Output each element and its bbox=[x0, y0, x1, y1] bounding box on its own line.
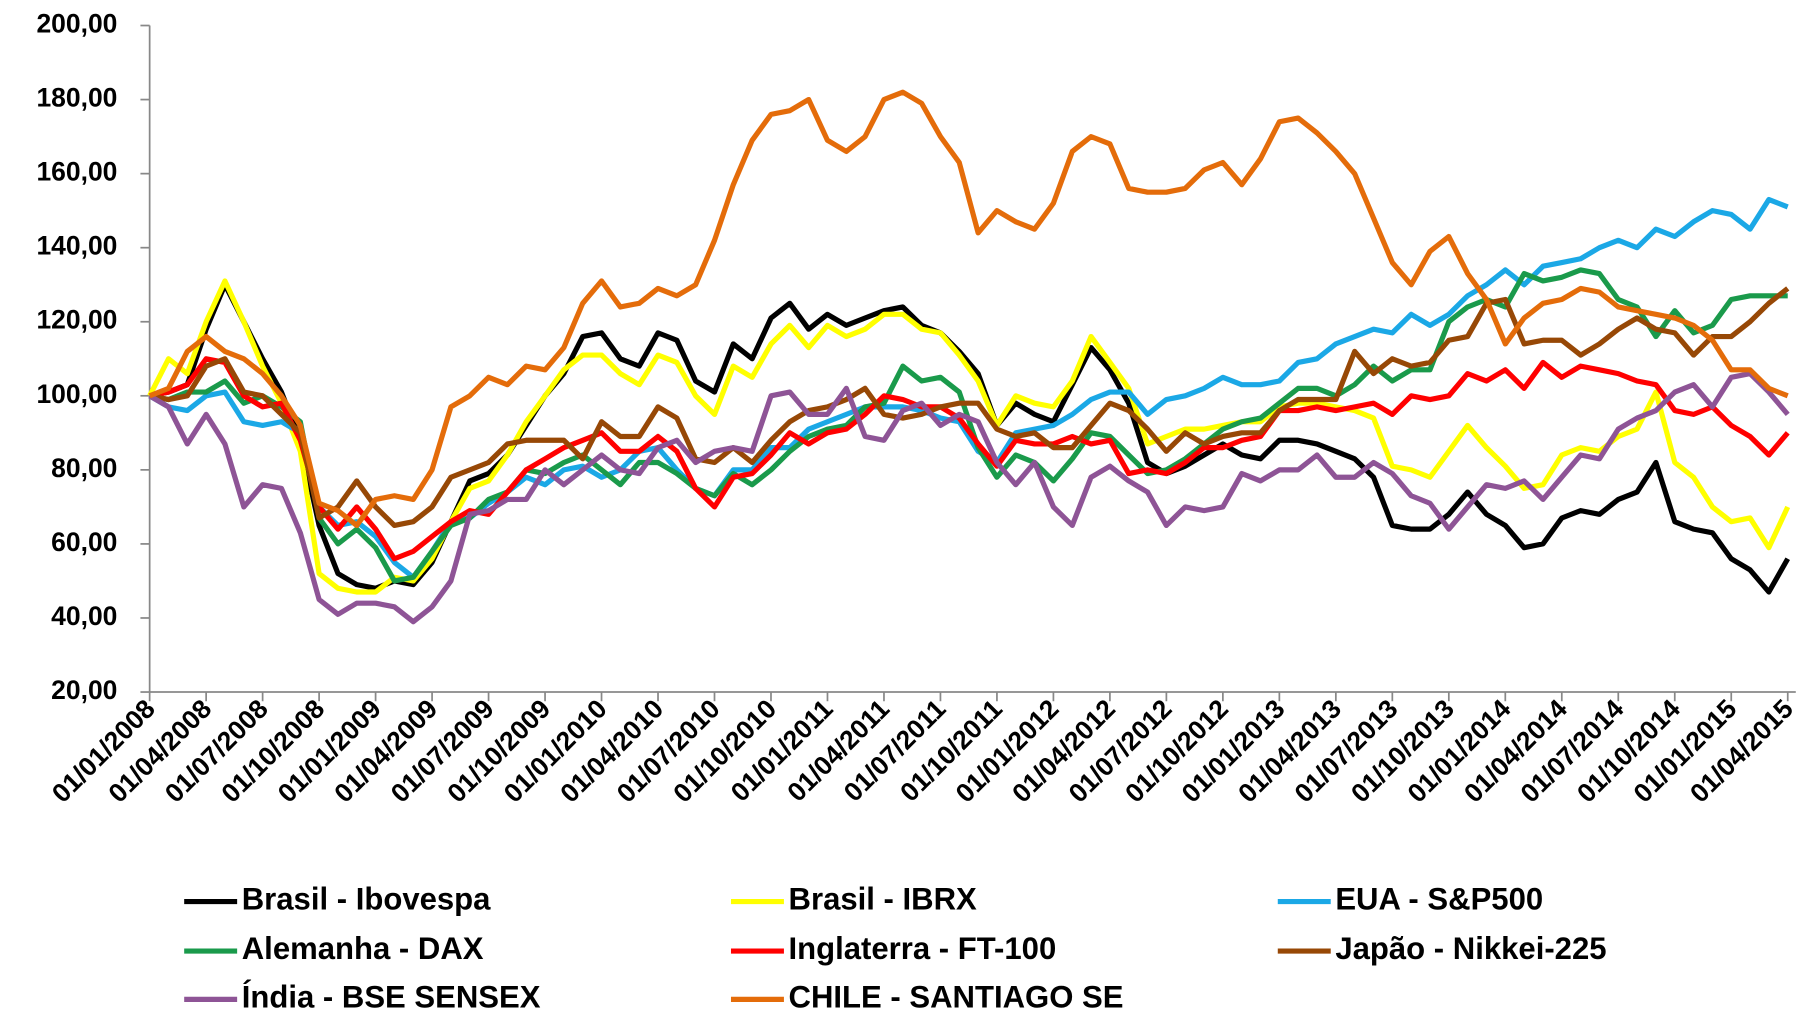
y-tick-label: 140,00 bbox=[36, 231, 117, 261]
y-tick-label: 120,00 bbox=[36, 305, 117, 335]
y-tick-label: 80,00 bbox=[51, 453, 117, 483]
y-tick-label: 200,00 bbox=[36, 9, 117, 39]
legend-label: CHILE - SANTIAGO SE bbox=[789, 980, 1124, 1015]
series-line bbox=[149, 356, 1790, 562]
series-line bbox=[148, 89, 1789, 529]
series-line bbox=[148, 371, 1790, 625]
y-tick-label: 60,00 bbox=[51, 527, 117, 557]
legend-label: Japão - Nikkei-225 bbox=[1335, 931, 1606, 966]
y-tick-label: 20,00 bbox=[51, 675, 117, 705]
legend-label: EUA - S&P500 bbox=[1335, 882, 1543, 917]
series-line bbox=[149, 267, 1788, 584]
legend-label: Índia - BSE SENSEX bbox=[242, 980, 541, 1015]
y-tick-label: 160,00 bbox=[36, 157, 117, 187]
series-line bbox=[147, 278, 1791, 595]
legend-label: Brasil - IBRX bbox=[789, 882, 978, 917]
series-line bbox=[148, 196, 1789, 580]
series-line bbox=[149, 286, 1790, 529]
y-tick-label: 100,00 bbox=[36, 379, 117, 409]
legend-label: Alemanha - DAX bbox=[242, 931, 484, 966]
legend-label: Brasil - Ibovespa bbox=[242, 882, 491, 917]
y-tick-label: 180,00 bbox=[36, 83, 117, 113]
y-tick-label: 40,00 bbox=[51, 601, 117, 631]
legend-label: Inglaterra - FT-100 bbox=[789, 931, 1057, 966]
